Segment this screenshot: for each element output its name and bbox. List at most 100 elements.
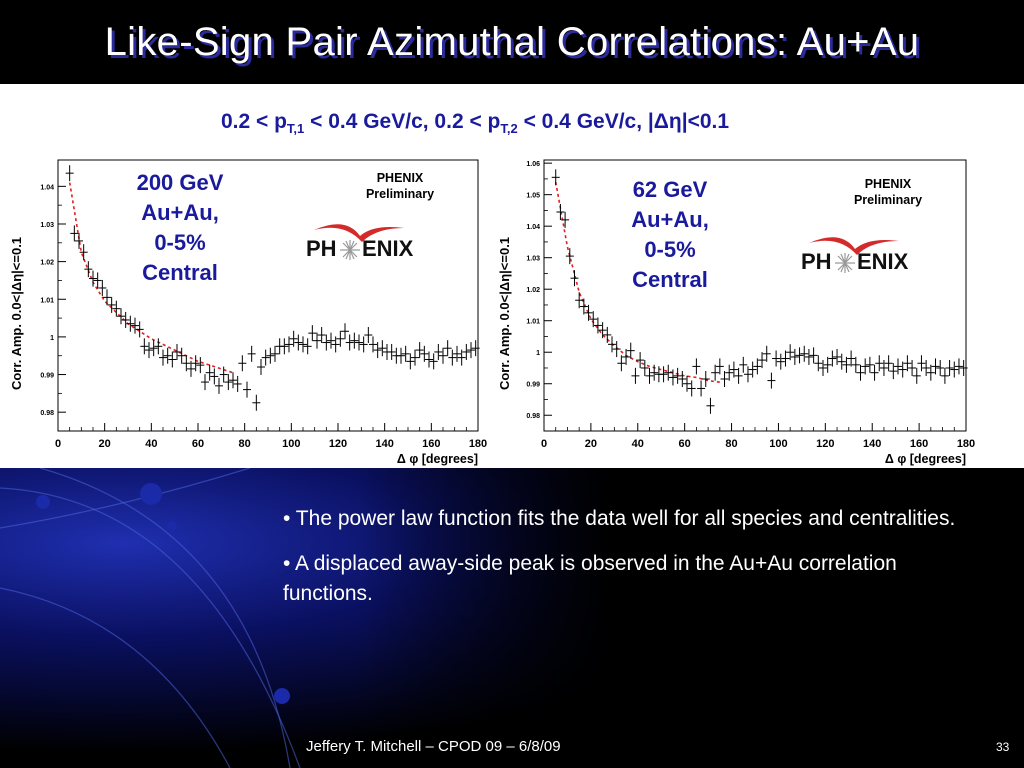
data-point	[758, 352, 767, 369]
data-point	[401, 345, 410, 362]
data-point	[117, 308, 125, 325]
data-point	[149, 340, 158, 357]
data-point	[598, 322, 607, 339]
data-point	[823, 356, 832, 373]
data-point	[917, 355, 926, 372]
data-point	[373, 342, 382, 359]
y-tick-label: 0.99	[40, 373, 54, 380]
data-point	[640, 359, 649, 376]
energy-line: Central	[142, 260, 218, 285]
x-tick-label: 40	[145, 438, 157, 450]
energy-line: 0-5%	[644, 237, 696, 262]
data-point	[70, 225, 79, 242]
subtitle-part-3: < 0.4 GeV/c, |Δη|<0.1	[517, 110, 730, 133]
x-tick-label: 100	[769, 438, 787, 450]
y-tick-label: 1.02	[526, 287, 540, 294]
data-point	[879, 359, 888, 376]
data-point	[664, 364, 673, 381]
data-point	[781, 350, 790, 367]
data-point	[856, 364, 865, 381]
data-point	[359, 336, 368, 353]
data-point	[837, 353, 846, 370]
power-law-fit-line	[68, 182, 234, 374]
decor-dot	[167, 521, 177, 531]
data-point	[210, 368, 219, 385]
slide-title: Like-Sign Pair Azimuthal Correlations: A…	[104, 19, 920, 64]
data-point	[748, 361, 757, 378]
bullet-list: • The power law function fits the data w…	[283, 504, 983, 624]
bullet-item: • A displaced away-side peak is observed…	[283, 552, 897, 605]
preliminary-label-2: PHENIX Preliminary	[838, 176, 938, 208]
data-point	[453, 345, 461, 362]
data-point	[271, 345, 279, 362]
data-point	[280, 338, 289, 355]
data-point	[182, 355, 191, 372]
x-tick-label: 120	[816, 438, 834, 450]
data-point	[215, 377, 223, 394]
data-point	[565, 248, 574, 265]
data-point	[448, 349, 457, 366]
data-point	[364, 327, 373, 344]
data-point	[851, 356, 860, 373]
data-point	[776, 353, 785, 370]
data-point	[865, 356, 874, 373]
data-point	[575, 292, 584, 309]
correlation-plot-200gev: 0 20 40 60 80 100 120 140 160 180 0.98 0.99 1 1.01 1.0…	[9, 159, 487, 466]
data-point	[98, 279, 107, 296]
data-point	[205, 364, 214, 381]
x-axis-label: Δ φ [degrees]	[397, 452, 478, 466]
data-point	[191, 355, 200, 372]
phenix-logo-icon: PH ENIX	[306, 224, 414, 261]
data-point	[617, 355, 626, 372]
data-point	[84, 261, 93, 278]
data-point	[243, 381, 251, 398]
data-point	[285, 336, 293, 353]
data-point	[93, 272, 102, 289]
x-tick-label: 140	[863, 438, 881, 450]
data-point	[954, 358, 963, 375]
y-tick-label: 1	[50, 335, 54, 342]
slide-title-bar: Like-Sign Pair Azimuthal Correlations: A…	[0, 0, 1024, 84]
data-point	[603, 326, 612, 343]
data-point	[809, 347, 818, 364]
y-tick-label: 1.02	[40, 260, 54, 267]
data-point	[252, 394, 261, 411]
decor-dot	[140, 483, 162, 505]
page-number: 33	[996, 740, 1010, 754]
energy-line: 200 GeV	[136, 170, 224, 195]
data-point	[327, 332, 335, 349]
data-point	[903, 355, 912, 372]
data-point	[786, 344, 795, 361]
data-point	[121, 311, 130, 328]
data-point	[739, 356, 748, 373]
prelim-line: Preliminary	[853, 193, 923, 207]
data-point	[224, 374, 233, 391]
figure-panel	[0, 84, 1024, 468]
data-point	[589, 311, 598, 328]
data-point	[112, 300, 121, 317]
data-point	[154, 338, 163, 355]
subtitle-sub-2: T,2	[500, 121, 518, 137]
data-point	[678, 371, 687, 388]
y-tick-label: 1.03	[40, 222, 54, 229]
logo-text-right: ENIX	[857, 249, 909, 274]
data-point	[870, 364, 879, 381]
data-point	[833, 348, 842, 365]
data-point	[734, 367, 743, 384]
data-point	[336, 330, 345, 347]
data-point	[607, 336, 616, 353]
data-point	[894, 358, 903, 375]
data-point	[631, 367, 640, 384]
x-tick-label: 120	[329, 438, 347, 450]
data-point	[350, 332, 359, 349]
data-point	[467, 342, 475, 359]
data-point	[847, 350, 856, 367]
data-point	[725, 364, 734, 381]
data-point	[233, 375, 242, 392]
data-point	[434, 343, 443, 360]
data-point	[420, 345, 429, 362]
data-point	[645, 367, 654, 384]
data-point	[345, 334, 354, 351]
data-point	[65, 165, 74, 182]
data-point	[299, 336, 307, 353]
